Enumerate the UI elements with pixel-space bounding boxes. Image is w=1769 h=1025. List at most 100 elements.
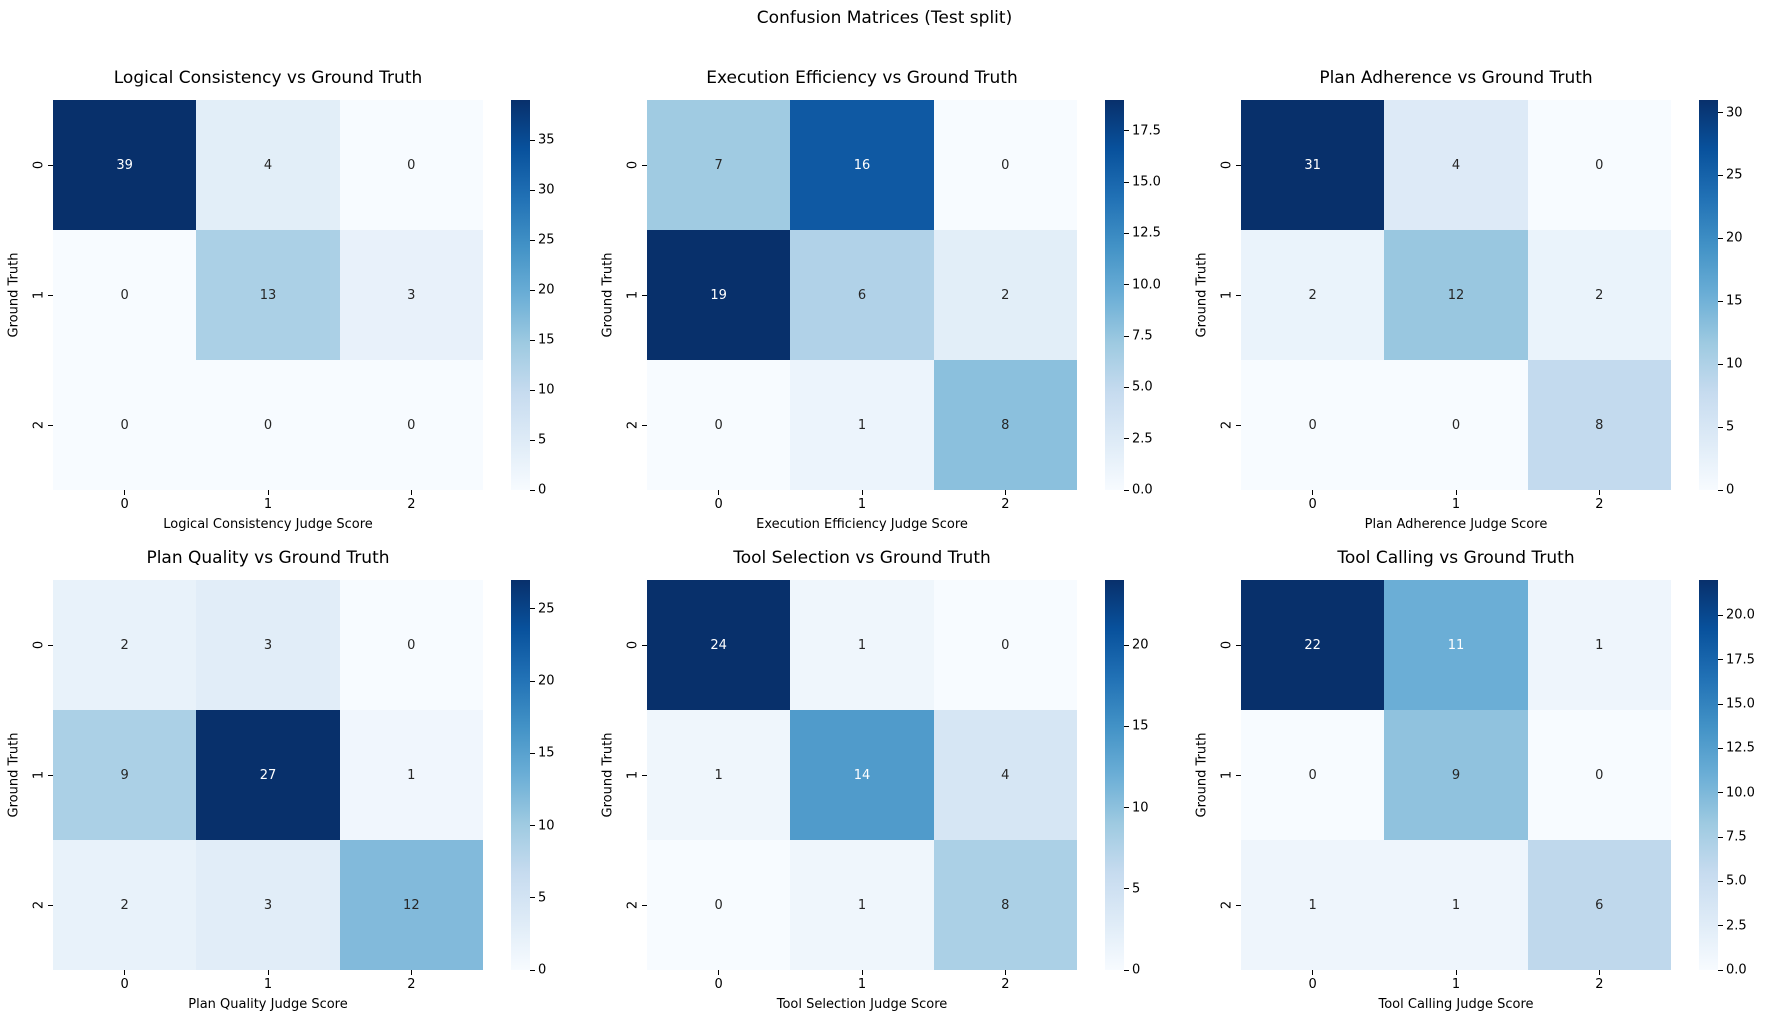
heatmap-cell: 8	[933, 360, 1077, 490]
x-tick-mark	[1312, 490, 1314, 495]
colorbar-tick-label: 5.0	[1132, 379, 1153, 395]
x-tick-label: 1	[263, 497, 273, 512]
x-tick-mark	[861, 490, 863, 495]
colorbar-tick-label: 35	[538, 132, 555, 148]
colorbar-tick-mark	[1718, 614, 1723, 616]
y-tick-mark	[1236, 774, 1241, 776]
x-tick-mark	[124, 490, 126, 495]
cell-value: 12	[1447, 287, 1465, 303]
confusion-matrix-subplot: Tool Selection vs Ground Truth Ground Tru…	[594, 538, 1175, 1024]
cell-value: 39	[116, 157, 133, 173]
colorbar-tick-mark	[1718, 747, 1723, 749]
x-axis-label: Tool Selection Judge Score	[776, 997, 948, 1012]
colorbar-tick-label: 17.5	[1132, 123, 1161, 139]
y-tick-mark	[48, 424, 53, 426]
colorbar-tick-label: 15	[1726, 293, 1743, 309]
x-tick-mark	[1598, 490, 1600, 495]
colorbar-tick-label: 10	[538, 818, 555, 834]
y-tick-label: 0	[1219, 640, 1235, 650]
x-axis-label: Execution Efficiency Judge Score	[756, 517, 968, 532]
x-tick-label: 0	[120, 977, 129, 992]
x-tick-label: 0	[1308, 497, 1317, 512]
cell-value: 16	[853, 157, 871, 173]
heatmap-cell: 9	[53, 710, 197, 840]
y-tick-label: 0	[1219, 160, 1235, 170]
colorbar-tick-label: 10.0	[1726, 785, 1755, 801]
heatmap-cell: 9	[1384, 710, 1528, 840]
colorbar-tick-label: 20	[538, 673, 555, 689]
y-tick-label: 0	[625, 640, 641, 650]
x-tick-mark	[1455, 490, 1457, 495]
x-tick-label: 0	[714, 497, 723, 512]
figure-title: Confusion Matrices (Test split)	[756, 8, 1013, 28]
heatmap-cell: 24	[647, 580, 791, 710]
colorbar-tick-label: 5.0	[1726, 873, 1747, 889]
x-tick-label: 1	[1451, 497, 1461, 512]
colorbar-tick-label: 20	[538, 282, 555, 298]
subplot-title: Logical Consistency vs Ground Truth	[113, 68, 423, 88]
y-axis-label: Ground Truth	[1194, 252, 1210, 338]
y-tick-mark	[48, 164, 53, 166]
colorbar-tick-label: 5	[538, 432, 547, 448]
cell-value: 4	[1451, 157, 1461, 173]
heatmap-cell: 6	[1527, 840, 1671, 970]
cell-value: 2	[120, 897, 129, 913]
cell-value: 0	[1001, 637, 1010, 653]
heatmap-cell: 0	[1527, 710, 1671, 840]
colorbar-tick-label: 12.5	[1726, 740, 1755, 756]
colorbar-tick-mark	[1124, 969, 1129, 971]
colorbar-tick-mark	[530, 439, 535, 441]
cell-value: 13	[259, 287, 277, 303]
cell-value: 2	[1001, 287, 1010, 303]
y-tick-label: 2	[625, 420, 641, 430]
x-tick-label: 1	[263, 977, 273, 992]
y-tick-mark	[642, 424, 647, 426]
heatmap-grid: 7 16 0 19 6 2 0 1 8	[647, 100, 1077, 490]
cell-value: 1	[857, 637, 867, 653]
colorbar-tick-label: 20	[1132, 637, 1149, 653]
colorbar-tick-label: 17.5	[1726, 652, 1755, 668]
heatmap-cell: 0	[1384, 360, 1528, 490]
cell-value: 4	[1001, 767, 1010, 783]
cell-value: 0	[1308, 417, 1317, 433]
cell-value: 0	[120, 287, 129, 303]
x-tick-mark	[1598, 970, 1600, 975]
y-axis-label: Ground Truth	[600, 252, 616, 338]
cell-value: 7	[714, 157, 723, 173]
cell-value: 2	[120, 637, 129, 653]
cell-value: 0	[120, 417, 129, 433]
colorbar	[511, 100, 530, 490]
y-axis-label: Ground Truth	[600, 732, 616, 818]
x-tick-label: 0	[1308, 977, 1317, 992]
cell-value: 1	[857, 897, 867, 913]
colorbar-tick-label: 30	[1726, 105, 1743, 121]
confusion-matrix-subplot: Logical Consistency vs Ground Truth Groun…	[0, 58, 581, 544]
heatmap-cell: 0	[647, 360, 791, 490]
colorbar-tick-label: 0	[1132, 962, 1141, 978]
colorbar-tick-mark	[1124, 181, 1129, 183]
confusion-matrix-subplot: Execution Efficiency vs Ground Truth Grou…	[594, 58, 1175, 544]
cell-value: 11	[1447, 637, 1465, 653]
x-tick-mark	[1004, 490, 1006, 495]
colorbar-tick-mark	[1124, 888, 1129, 890]
colorbar-tick-mark	[1718, 237, 1723, 239]
subplot-title: Tool Selection vs Ground Truth	[733, 548, 991, 568]
cell-value: 8	[1001, 417, 1010, 433]
colorbar-tick-label: 15.0	[1132, 174, 1161, 190]
y-tick-mark	[1236, 644, 1241, 646]
colorbar-tick-mark	[1718, 703, 1723, 705]
y-tick-label: 1	[625, 770, 641, 780]
cell-value: 9	[120, 767, 129, 783]
heatmap-cell: 1	[790, 840, 934, 970]
heatmap-cell: 27	[196, 710, 340, 840]
cell-value: 27	[259, 767, 277, 783]
cell-value: 2	[1595, 287, 1604, 303]
x-tick-mark	[861, 970, 863, 975]
heatmap-grid: 24 1 0 1 14 4 0 1 8	[647, 580, 1077, 970]
heatmap-cell: 1	[647, 710, 791, 840]
colorbar-tick-label: 30	[538, 182, 555, 198]
y-tick-mark	[48, 294, 53, 296]
colorbar-tick-label: 10	[1726, 356, 1743, 372]
heatmap-cell: 1	[1241, 840, 1385, 970]
cell-value: 1	[407, 767, 416, 783]
